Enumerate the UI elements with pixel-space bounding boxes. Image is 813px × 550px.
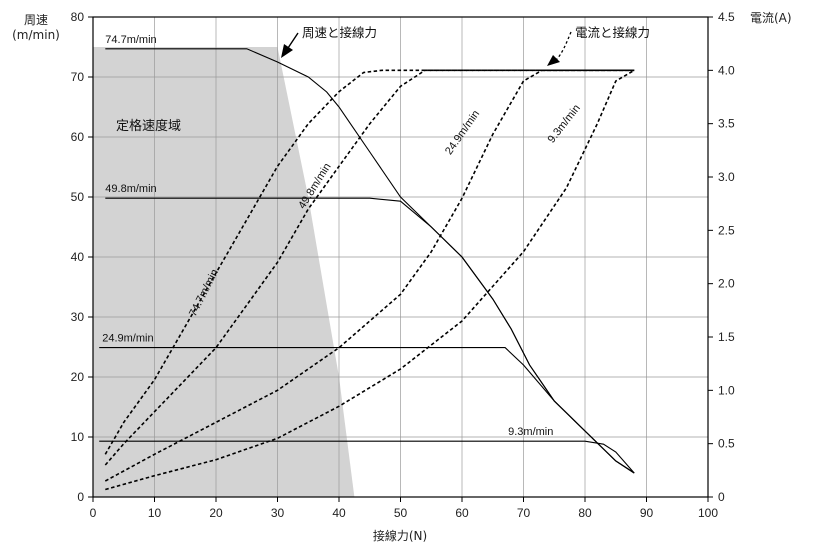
rated-speed-region-shape	[93, 47, 355, 497]
y-right-tick-label: 3.5	[718, 117, 735, 131]
current-curve-label-3: 9.3m/min	[546, 102, 583, 145]
y-left-tick-label: 30	[71, 310, 85, 324]
y-left-tick-label: 60	[71, 130, 85, 144]
y-right-tick-label: 1.5	[718, 330, 735, 344]
x-tick-label: 0	[90, 506, 97, 520]
speed-label-0: 74.7m/min	[105, 34, 156, 46]
y-right-tick-label: 0	[718, 490, 725, 504]
y-left-tick-label: 20	[71, 370, 85, 384]
x-tick-label: 10	[148, 506, 162, 520]
y-left-tick-label: 80	[71, 10, 85, 24]
x-tick-label: 70	[517, 506, 531, 520]
x-tick-label: 80	[578, 506, 592, 520]
x-tick-label: 40	[332, 506, 346, 520]
rated-speed-region	[93, 47, 355, 497]
y-left-title-line2: (m/min)	[12, 28, 60, 42]
x-tick-label: 50	[394, 506, 408, 520]
x-axis-title: 接線力(N)	[373, 528, 427, 543]
annotation-speed-arrow	[281, 32, 299, 58]
speed-label-3: 9.3m/min	[508, 426, 553, 438]
annotation-current-arrow	[547, 31, 572, 66]
y-left-tick-label: 0	[77, 490, 84, 504]
speed-label-2: 24.9m/min	[102, 333, 153, 345]
y-right-tick-label: 2.0	[718, 277, 735, 291]
y-right-title: 電流(A)	[750, 11, 792, 25]
speed-line-2	[99, 347, 635, 474]
y-right-tick-label: 4.0	[718, 63, 735, 77]
region-label: 定格速度域	[116, 118, 181, 134]
current-line-1	[104, 69, 635, 466]
y-left-title-line1: 周速	[24, 13, 48, 27]
y-right-tick-label: 1.0	[718, 383, 735, 397]
current-curve-label-2: 24.9m/min	[443, 108, 482, 157]
current-line-3	[105, 69, 635, 491]
current-line-0	[104, 69, 635, 455]
y-right-tick-label: 3.0	[718, 170, 735, 184]
x-tick-label: 60	[455, 506, 469, 520]
y-right-tick-label: 0.5	[718, 437, 735, 451]
x-tick-label: 20	[209, 506, 223, 520]
y-left-tick-label: 70	[71, 70, 85, 84]
annotation-current-vs-force: 電流と接線力	[575, 25, 650, 40]
current-line-2	[104, 69, 635, 482]
y-left-tick-label: 50	[71, 190, 85, 204]
y-left-tick-label: 40	[71, 250, 85, 264]
x-tick-label: 30	[271, 506, 285, 520]
speed-line-3	[99, 440, 635, 474]
y-left-tick-label: 10	[71, 430, 85, 444]
axis-ticks: 0 10 20 30 40 50 60 70 80 90 100010203040506070800…	[71, 10, 735, 520]
annotation-speed-vs-force: 周速と接線力	[302, 25, 377, 40]
x-tick-label: 100	[698, 506, 718, 520]
x-tick-label: 90	[640, 506, 654, 520]
y-right-tick-label: 4.5	[718, 10, 735, 24]
speed-label-1: 49.8m/min	[105, 183, 156, 195]
y-right-tick-label: 2.5	[718, 223, 735, 237]
